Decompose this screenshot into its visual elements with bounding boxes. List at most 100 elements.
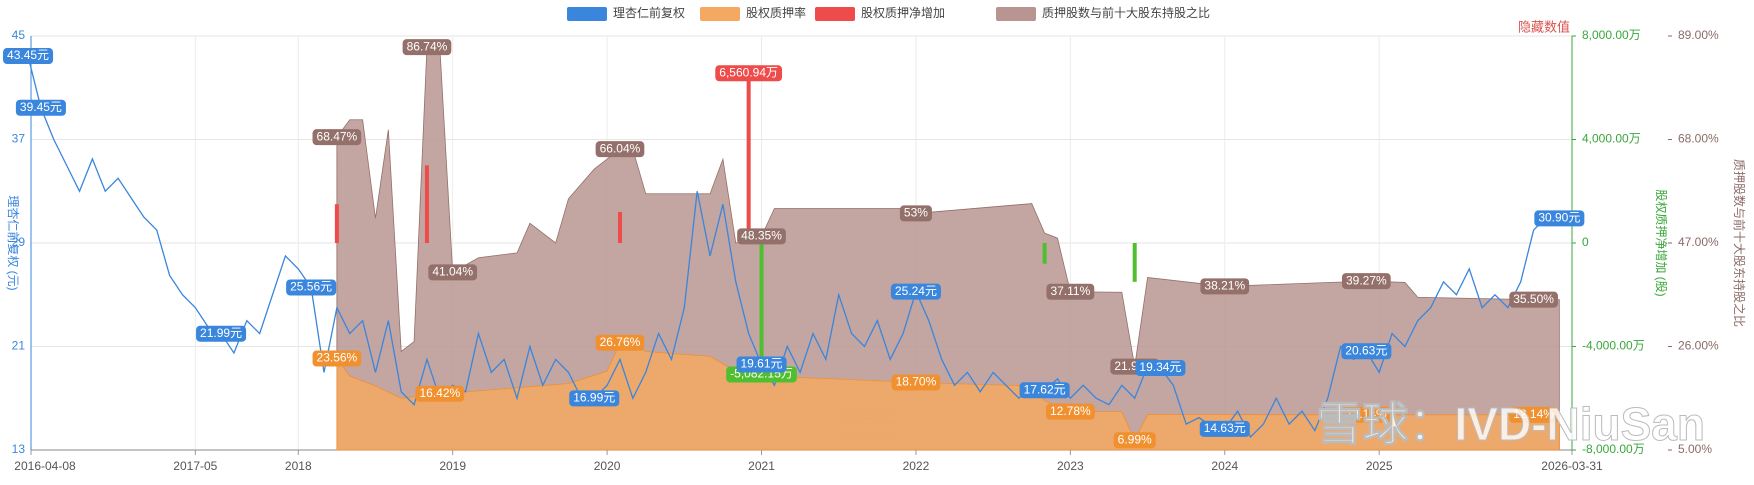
value-label-box bbox=[569, 390, 620, 407]
value-label-box bbox=[312, 129, 362, 146]
line bbox=[27, 55, 1560, 439]
value-label-text: 6,560.94万 bbox=[719, 65, 778, 79]
legend-label: 理杏仁前复权 bbox=[613, 5, 685, 20]
value-label-box bbox=[1046, 283, 1095, 300]
value-label-text: 16.42% bbox=[419, 386, 460, 400]
value-label-text: 37.11% bbox=[1050, 284, 1090, 298]
value-label-box bbox=[595, 334, 645, 351]
value-label-box bbox=[1113, 432, 1156, 449]
value-label: 68.47% bbox=[312, 129, 362, 146]
value-label-text: 38.21% bbox=[1204, 278, 1245, 292]
value-label: 17.62元 bbox=[1019, 382, 1070, 399]
legend-label: 股权质押净增加 bbox=[861, 6, 945, 20]
value-label: 41.04% bbox=[428, 264, 478, 281]
y2-tick-label: 4,000.00万 bbox=[1582, 132, 1641, 146]
value-label-box bbox=[1199, 420, 1250, 437]
value-label-box bbox=[1534, 210, 1585, 227]
y3-tick-label: 5.00% bbox=[1678, 442, 1712, 456]
value-label-text: 18.70% bbox=[896, 375, 937, 389]
value-label-text: 12.14% bbox=[1513, 407, 1554, 421]
y-tick-label: 29 bbox=[12, 235, 26, 249]
y-tick-label: 13 bbox=[12, 442, 26, 456]
value-label-text: 48.35% bbox=[741, 229, 782, 243]
watermark: 雪球：IVD-NiuSan bbox=[1317, 398, 1705, 450]
y3-tick-label: 89.00% bbox=[1678, 28, 1719, 42]
y-tick-label: 45 bbox=[12, 28, 26, 42]
legend-swatch bbox=[700, 7, 740, 21]
bar bbox=[424, 165, 429, 243]
value-label-text: 53% bbox=[904, 206, 928, 220]
label-layer: 68.47% 86.74% 41.04% 66.04% 48.35% 53% 37.11% 2… bbox=[3, 39, 1585, 449]
value-label: 6,560.94万 bbox=[715, 65, 783, 82]
value-label-box bbox=[891, 374, 941, 391]
value-label-text: 66.04% bbox=[600, 141, 641, 155]
x-tick-label: 2021 bbox=[748, 459, 775, 473]
y2-axis-title: 股权质押净增加 (股) bbox=[1654, 189, 1668, 296]
x-tick-label: 2016-04-08 bbox=[14, 459, 76, 473]
series-layer bbox=[27, 46, 1560, 451]
value-label: 19.61元 bbox=[736, 356, 787, 373]
value-label-box bbox=[1200, 278, 1250, 295]
value-label: 39.45元 bbox=[15, 99, 66, 116]
x-tick-label: 2022 bbox=[903, 459, 930, 473]
value-label: 23.56% bbox=[312, 350, 362, 367]
value-label: 19.34元 bbox=[1135, 359, 1186, 376]
legend-swatch bbox=[996, 7, 1036, 21]
value-label: 12.14% bbox=[1341, 406, 1391, 423]
value-label-text: 30.90元 bbox=[1538, 211, 1580, 225]
value-label-text: 68.47% bbox=[317, 129, 358, 143]
value-label-box bbox=[1135, 359, 1186, 376]
value-label: 6.99% bbox=[1113, 432, 1156, 449]
x-tick-label: 2026-03-31 bbox=[1541, 459, 1603, 473]
y3-tick-label: 47.00% bbox=[1678, 235, 1719, 249]
value-label-text: 19.61元 bbox=[741, 357, 783, 371]
value-label: 26.76% bbox=[595, 334, 645, 351]
value-label-text: 6.99% bbox=[1118, 432, 1152, 446]
bar bbox=[759, 243, 764, 375]
y2-tick-label: -4,000.00万 bbox=[1582, 339, 1645, 353]
legend-swatch bbox=[815, 7, 855, 21]
value-label: 14.63元 bbox=[1199, 420, 1250, 437]
value-label-box bbox=[312, 350, 362, 367]
value-label-box bbox=[595, 141, 645, 158]
legend-label: 质押股数与前十大股东持股之比 bbox=[1042, 5, 1210, 20]
value-label-text: 16.99元 bbox=[573, 391, 615, 405]
value-label: 30.90元 bbox=[1534, 210, 1585, 227]
value-label-box bbox=[1019, 382, 1070, 399]
x-tick-label: 2019 bbox=[439, 459, 466, 473]
value-label-box bbox=[1341, 406, 1391, 423]
value-label: 86.74% bbox=[402, 39, 452, 56]
value-label: 53% bbox=[899, 205, 932, 222]
value-label-box bbox=[286, 279, 337, 296]
value-label-box bbox=[1341, 343, 1392, 360]
value-label: 39.27% bbox=[1341, 273, 1391, 290]
value-label-text: 39.45元 bbox=[20, 100, 62, 114]
y2-tick-label: -8,000.00万 bbox=[1582, 442, 1645, 456]
bar bbox=[746, 73, 751, 243]
y-tick-label: 21 bbox=[12, 339, 26, 353]
value-label-text: 14.63元 bbox=[1204, 421, 1246, 435]
value-label-box bbox=[402, 39, 452, 56]
y3-tick-label: 68.00% bbox=[1678, 132, 1719, 146]
value-label-box bbox=[15, 99, 66, 116]
value-label: 20.63元 bbox=[1341, 343, 1392, 360]
value-label: 35.50% bbox=[1509, 291, 1558, 308]
value-label: 48.35% bbox=[737, 228, 786, 245]
hide-values-button[interactable]: 隐藏数值 bbox=[1518, 19, 1570, 34]
value-label: 66.04% bbox=[595, 141, 645, 158]
y3-tick-label: 26.00% bbox=[1678, 339, 1719, 353]
value-label-box bbox=[3, 48, 54, 65]
value-label: 18.70% bbox=[891, 374, 941, 391]
y2-tick-label: 0 bbox=[1582, 235, 1589, 249]
value-label-box bbox=[415, 385, 465, 402]
x-tick-label: 2017-05 bbox=[173, 459, 217, 473]
value-label-text: 21.99元 bbox=[200, 326, 242, 340]
value-label-text: 25.24元 bbox=[895, 284, 937, 298]
value-label-text: 19.34元 bbox=[1139, 360, 1181, 374]
bar bbox=[1132, 243, 1137, 282]
value-label: 37.11% bbox=[1046, 283, 1095, 300]
bar bbox=[334, 204, 339, 243]
value-label-box bbox=[736, 356, 787, 373]
